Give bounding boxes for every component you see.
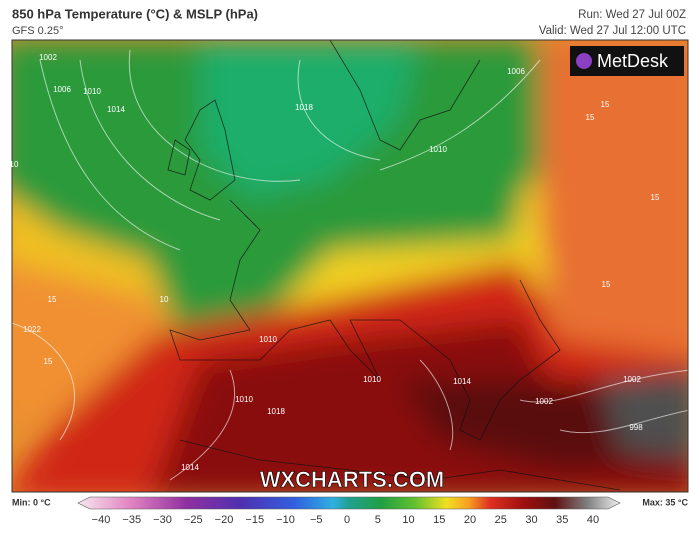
- colorbar: [77, 496, 621, 510]
- logo: MetDesk: [597, 51, 669, 71]
- contour-label: 10: [160, 295, 169, 304]
- colorbar-tick-label: 15: [433, 514, 445, 526]
- colorbar-tick-label: 30: [525, 514, 537, 526]
- title: 850 hPa Temperature (°C) & MSLP (hPa): [12, 6, 258, 21]
- colorbar-tick-label: 20: [464, 514, 476, 526]
- contour-label: 1006: [507, 67, 525, 76]
- contour-label: 1014: [107, 105, 125, 114]
- contour-label: 1010: [429, 145, 447, 154]
- contour-label: 1002: [623, 375, 641, 384]
- contour-label: 15: [601, 100, 610, 109]
- colorbar-tick-label: 25: [495, 514, 507, 526]
- map: [12, 40, 688, 492]
- contour-label: 15: [48, 295, 57, 304]
- watermark: WXCHARTS.COM: [260, 467, 445, 492]
- logo-icon: [576, 53, 592, 69]
- contour-label: 15: [586, 113, 595, 122]
- contour-label: 1018: [267, 407, 285, 416]
- contour-label: 1014: [181, 463, 199, 472]
- contour-label: 1010: [235, 395, 253, 404]
- colorbar-tick-label: 40: [587, 514, 599, 526]
- colorbar-tick-label: −5: [310, 514, 323, 526]
- contour-label: 1010: [259, 335, 277, 344]
- contour-label: 1002: [535, 397, 553, 406]
- colorbar-tick-label: 35: [556, 514, 568, 526]
- colorbar-tick-label: 10: [402, 514, 414, 526]
- colorbar-tick-label: −25: [184, 514, 203, 526]
- colorbar-tick-label: −10: [276, 514, 295, 526]
- colorbar-tick-label: −15: [245, 514, 264, 526]
- colorbar-tick-label: 0: [344, 514, 350, 526]
- contour-label: 15: [44, 357, 53, 366]
- colorbar-tick-label: −40: [92, 514, 111, 526]
- colorbar-tick-label: 5: [375, 514, 381, 526]
- model: GFS 0.25°: [12, 25, 63, 37]
- max-label: Max: 35 °C: [642, 497, 688, 507]
- map-frame: [11, 39, 689, 493]
- contour-label: 10: [10, 160, 19, 169]
- contour-label: 1010: [363, 375, 381, 384]
- contour-label: 1010: [83, 87, 101, 96]
- colorbar-tick-label: −35: [122, 514, 141, 526]
- contour-label: 1018: [295, 103, 313, 112]
- contour-label: 1022: [23, 325, 41, 334]
- colorbar-tick-label: −20: [215, 514, 234, 526]
- contour-label: 1006: [53, 85, 71, 94]
- contour-label: 1014: [453, 377, 471, 386]
- contour-label: 15: [651, 193, 660, 202]
- run: Run: Wed 27 Jul 00Z: [578, 9, 686, 21]
- colorbar-tick-label: −30: [153, 514, 172, 526]
- contour-label: 15: [602, 280, 611, 289]
- contour-label: 998: [629, 423, 643, 432]
- valid: Valid: Wed 27 Jul 12:00 UTC: [539, 25, 686, 37]
- contour-label: 1002: [39, 53, 57, 62]
- min-label: Min: 0 °C: [12, 497, 51, 507]
